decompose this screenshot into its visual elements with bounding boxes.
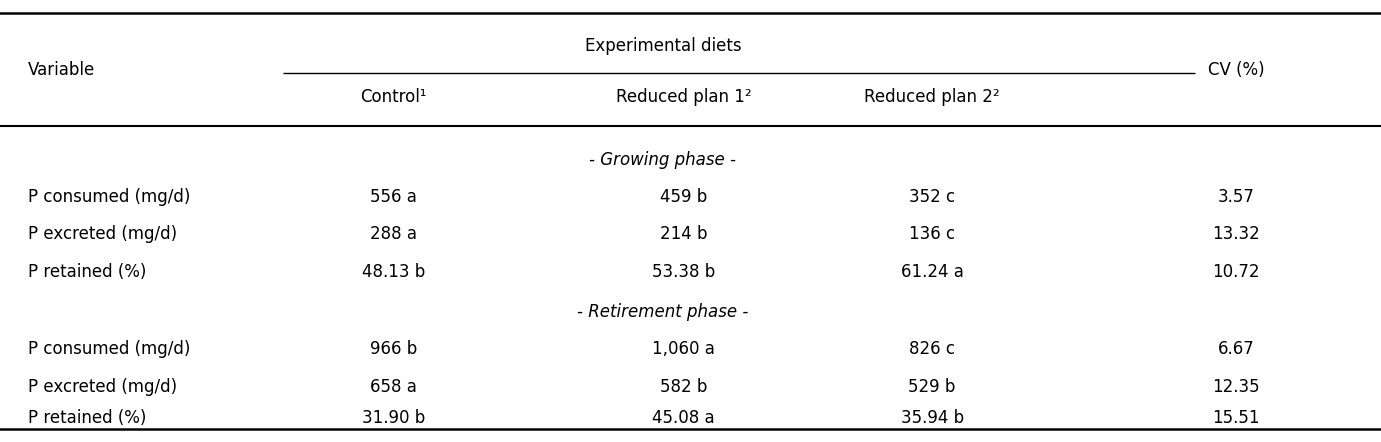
Text: 48.13 b: 48.13 b — [362, 263, 425, 281]
Text: 61.24 a: 61.24 a — [900, 263, 964, 281]
Text: 529 b: 529 b — [909, 378, 956, 396]
Text: P retained (%): P retained (%) — [28, 263, 146, 281]
Text: 53.38 b: 53.38 b — [652, 263, 715, 281]
Text: 214 b: 214 b — [660, 225, 707, 243]
Text: 45.08 a: 45.08 a — [652, 409, 715, 427]
Text: 966 b: 966 b — [370, 340, 417, 358]
Text: P retained (%): P retained (%) — [28, 409, 146, 427]
Text: Reduced plan 1²: Reduced plan 1² — [616, 88, 751, 106]
Text: - Growing phase -: - Growing phase - — [590, 151, 736, 169]
Text: Control¹: Control¹ — [360, 88, 427, 106]
Text: P consumed (mg/d): P consumed (mg/d) — [28, 188, 191, 206]
Text: 1,060 a: 1,060 a — [652, 340, 715, 358]
Text: CV (%): CV (%) — [1207, 61, 1265, 79]
Text: 31.90 b: 31.90 b — [362, 409, 425, 427]
Text: P excreted (mg/d): P excreted (mg/d) — [28, 225, 177, 243]
Text: 459 b: 459 b — [660, 188, 707, 206]
Text: Experimental diets: Experimental diets — [584, 38, 742, 55]
Text: 582 b: 582 b — [660, 378, 707, 396]
Text: 15.51: 15.51 — [1213, 409, 1259, 427]
Text: - Retirement phase -: - Retirement phase - — [577, 303, 749, 320]
Text: 35.94 b: 35.94 b — [900, 409, 964, 427]
Text: 6.67: 6.67 — [1218, 340, 1254, 358]
Text: 352 c: 352 c — [909, 188, 956, 206]
Text: 658 a: 658 a — [370, 378, 417, 396]
Text: 3.57: 3.57 — [1218, 188, 1254, 206]
Text: 826 c: 826 c — [909, 340, 956, 358]
Text: 13.32: 13.32 — [1213, 225, 1259, 243]
Text: Variable: Variable — [28, 61, 95, 79]
Text: 12.35: 12.35 — [1213, 378, 1259, 396]
Text: 556 a: 556 a — [370, 188, 417, 206]
Text: 288 a: 288 a — [370, 225, 417, 243]
Text: 136 c: 136 c — [909, 225, 956, 243]
Text: 10.72: 10.72 — [1213, 263, 1259, 281]
Text: P excreted (mg/d): P excreted (mg/d) — [28, 378, 177, 396]
Text: P consumed (mg/d): P consumed (mg/d) — [28, 340, 191, 358]
Text: Reduced plan 2²: Reduced plan 2² — [865, 88, 1000, 106]
